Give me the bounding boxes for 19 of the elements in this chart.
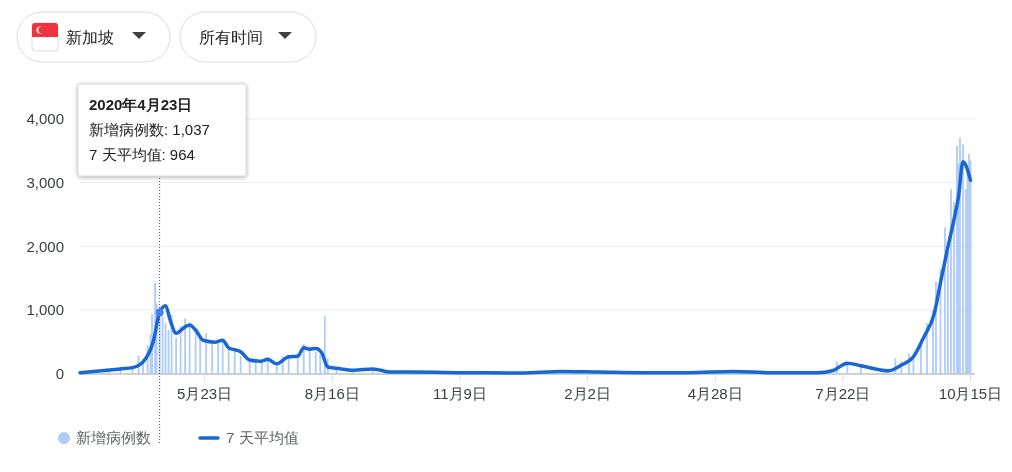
annotation: 7 天平均值: 964 bbox=[89, 146, 195, 163]
y-tick-label: 3,000 bbox=[26, 173, 64, 191]
x-tick-label: 2月2日 bbox=[564, 385, 611, 402]
y-tick-label: 0 bbox=[55, 365, 64, 382]
text: 新加坡 bbox=[66, 29, 114, 46]
y-tick-label: 4,000 bbox=[26, 110, 64, 127]
text: 2020年4月23日 bbox=[89, 96, 193, 113]
y-tick-label: 1,000 bbox=[26, 301, 64, 319]
y-tick-label: 2,000 bbox=[26, 237, 64, 255]
annotation: 新增病例数: 1,037 bbox=[89, 121, 210, 138]
x-tick-label: 11月9日 bbox=[432, 385, 487, 402]
legend-label: 新增病例数 bbox=[76, 429, 151, 446]
x-tick-label: 8月16日 bbox=[304, 385, 360, 402]
x-tick-label: 10月15日 bbox=[938, 385, 1003, 402]
legend-label: 7 天平均值 bbox=[226, 429, 299, 446]
x-tick-label: 5月23日 bbox=[177, 385, 233, 402]
x-tick-label: 4月28日 bbox=[687, 385, 743, 402]
x-tick-label: 7月22日 bbox=[815, 385, 871, 402]
text: 所有时间 bbox=[199, 29, 263, 46]
